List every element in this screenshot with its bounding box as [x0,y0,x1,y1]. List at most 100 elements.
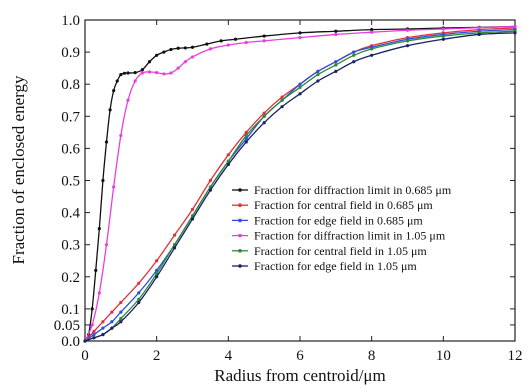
data-point [110,310,114,314]
legend-item: Fraction for edge field in 1.05 μm [232,259,417,273]
data-point [352,60,356,64]
data-point [147,70,152,74]
legend-label: Fraction for diffraction limit in 0.685 … [254,183,452,197]
data-point [176,66,180,70]
data-point [477,26,481,30]
data-point [90,323,94,327]
data-point [370,47,374,51]
legend-item: Fraction for diffraction limit in 1.05 μ… [232,229,446,243]
y-tick-label: 0.6 [61,141,80,157]
data-point [169,71,173,75]
data-point [405,39,410,43]
data-point [370,28,374,32]
data-point [334,60,338,64]
x-tick-label: 2 [153,348,161,364]
data-point [244,130,248,134]
data-point [370,30,374,34]
data-point [316,72,320,77]
data-point [140,71,144,75]
y-axis-title: Fraction of enclosed energy [9,75,28,264]
data-point [115,79,119,83]
data-point [208,188,213,192]
data-point [441,34,445,38]
data-point [133,79,137,83]
data-point [94,268,98,272]
data-point [119,316,123,321]
data-point [119,72,123,77]
data-point [140,68,144,72]
legend-item: Fraction for central field in 1.05 μm [232,244,427,258]
data-point [226,43,230,47]
data-point [226,153,230,157]
data-point [137,291,141,295]
data-point [162,50,166,54]
data-point [208,185,213,189]
data-point [244,140,248,144]
y-axis-ticks: 0.00.050.1 0.2 0.3 0.4 0.5 0.6 0.7 0.8 0.9 1.0 [54,13,515,350]
data-point [183,60,187,64]
legend: Fraction for diffraction limit in 0.685 … [232,183,452,273]
legend-label: Fraction for central field in 0.685 μm [254,198,433,212]
data-point [119,310,123,314]
legend-label: Fraction for central field in 1.05 μm [254,244,427,258]
data-point [110,326,114,330]
y-tick-label: 0.9 [61,45,80,61]
data-point [262,114,266,118]
data-point [101,332,105,337]
data-point [226,162,230,167]
x-tick-label: 8 [368,348,376,364]
y-tick-label: 0.1 [61,302,80,318]
data-point [334,63,338,67]
data-point [280,95,284,99]
plot-border [84,19,516,342]
legend-label: Fraction for edge field in 1.05 μm [254,259,417,273]
data-point [90,307,94,311]
legend-item: Fraction for edge field in 0.685 μm [232,213,423,227]
data-point [97,291,101,295]
data-point [334,32,338,37]
data-point [162,72,166,76]
data-point [334,29,338,33]
legend-swatch-marker [238,249,242,253]
data-point [352,50,356,54]
x-tick-label: 10 [436,348,451,364]
data-point [133,71,137,75]
data-point [298,92,302,96]
legend-swatch-marker [238,188,242,192]
x-tick-label: 6 [296,348,304,364]
data-point [405,28,410,32]
data-point [155,53,159,57]
data-point [316,79,320,83]
data-point [108,108,112,112]
data-point [298,82,302,86]
data-point [119,320,123,324]
data-point [205,42,209,46]
data-point [92,329,96,333]
plot-frame [84,19,516,342]
data-point [155,259,159,263]
data-point [169,47,173,52]
data-point [405,44,410,48]
data-point [244,133,248,138]
data-point [101,326,105,330]
x-axis-title: Radius from centroid/μm [214,366,386,385]
data-point [97,227,101,231]
data-point [137,281,141,285]
data-point [104,140,109,144]
data-point [477,32,481,37]
data-point [104,243,109,247]
data-point [190,55,195,59]
data-point [280,98,284,102]
data-point [101,320,105,324]
data-point [298,31,302,35]
data-point [126,71,130,75]
data-point [513,31,517,35]
data-point [112,185,116,189]
legend-label: Fraction for edge field in 0.685 μm [254,213,423,227]
x-axis-ticks: 0 2 4 6 8 10 12 [81,20,523,364]
y-tick-label: 1.0 [61,13,80,29]
data-point [101,178,105,183]
data-point [208,178,213,183]
legend-item: Fraction for diffraction limit in 0.685 … [232,183,452,197]
